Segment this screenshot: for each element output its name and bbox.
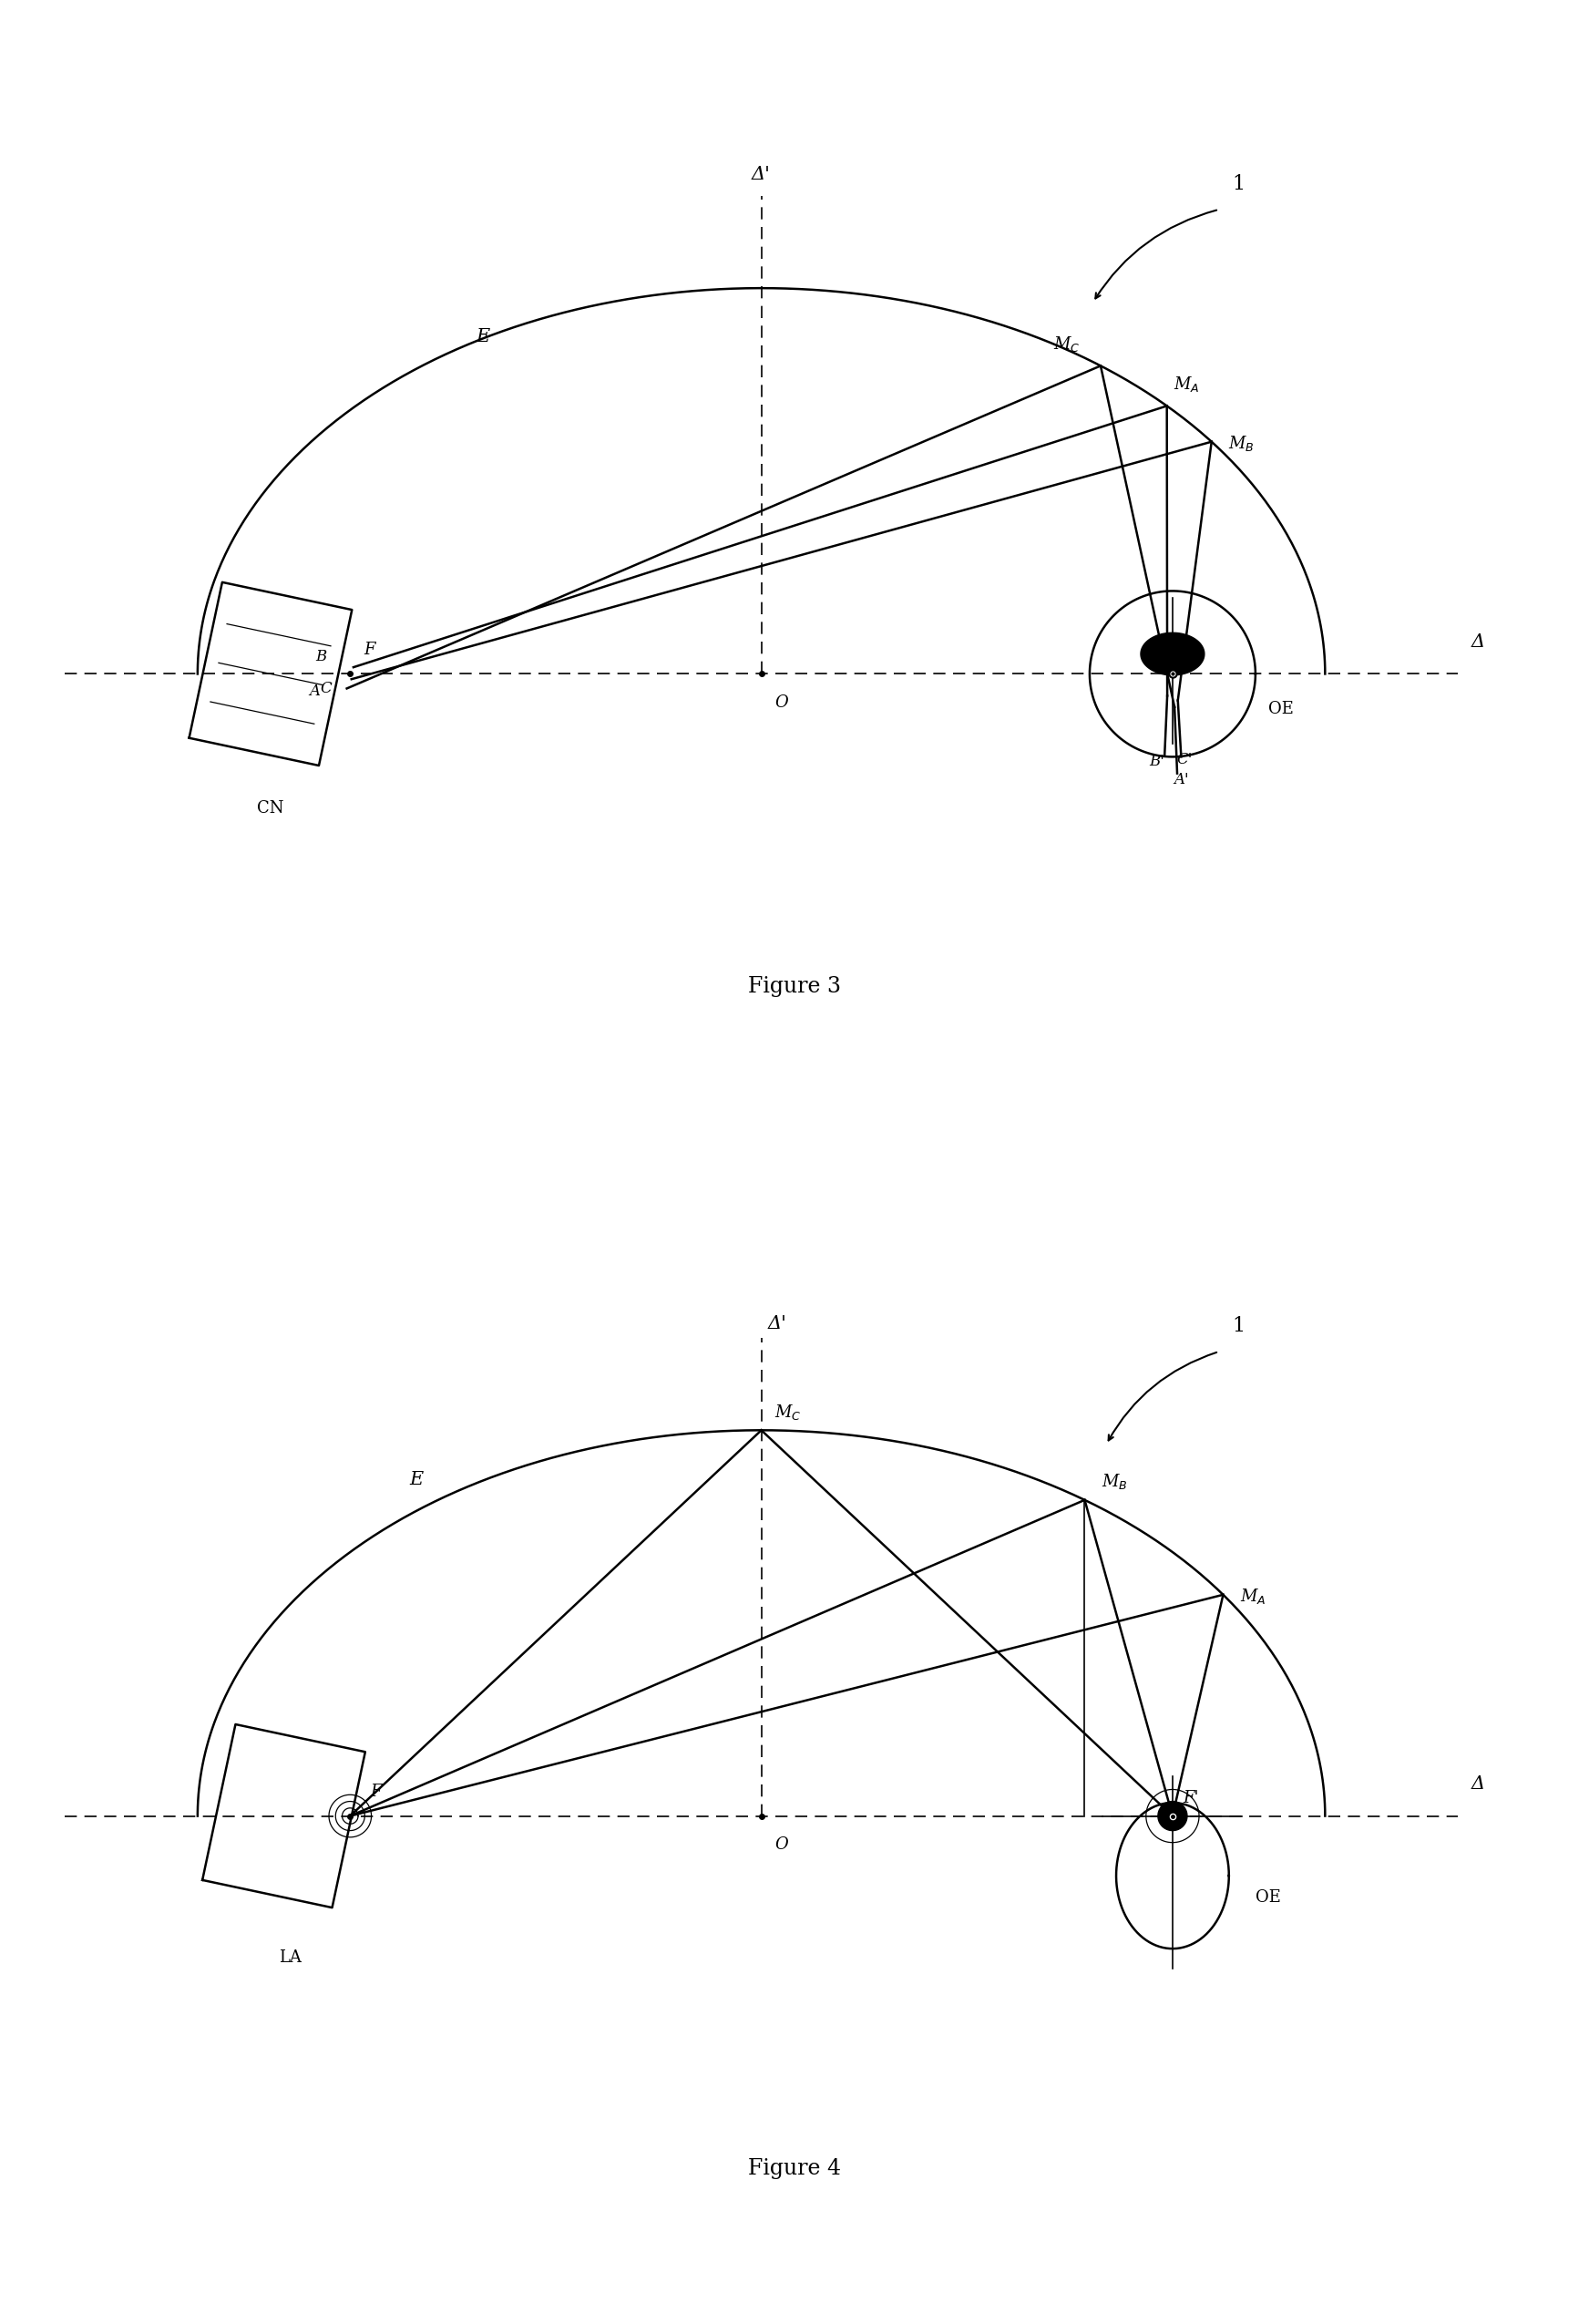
Text: CN: CN <box>257 799 284 816</box>
Text: M$_C$: M$_C$ <box>774 1401 801 1422</box>
Text: M$_A$: M$_A$ <box>1239 1587 1266 1606</box>
Text: LA: LA <box>280 1950 302 1966</box>
Text: 1: 1 <box>1233 1315 1246 1336</box>
Text: Figure 4: Figure 4 <box>748 2157 841 2180</box>
Text: O: O <box>774 695 788 711</box>
Text: M$_B$: M$_B$ <box>1101 1471 1128 1492</box>
Text: M$_B$: M$_B$ <box>1228 435 1254 453</box>
Polygon shape <box>1141 632 1204 676</box>
Text: O: O <box>774 1836 788 1852</box>
Text: Δ: Δ <box>1471 1776 1484 1794</box>
Text: C: C <box>319 681 332 697</box>
Text: B': B' <box>1149 753 1165 769</box>
Text: M$_C$: M$_C$ <box>1054 335 1081 353</box>
Text: M$_A$: M$_A$ <box>1174 374 1200 393</box>
Text: Δ: Δ <box>1471 634 1484 651</box>
Text: 1: 1 <box>1233 174 1246 195</box>
Polygon shape <box>1158 1801 1187 1831</box>
Text: OE: OE <box>1255 1889 1281 1906</box>
Text: A: A <box>310 683 321 700</box>
Text: E: E <box>410 1471 423 1487</box>
Text: F': F' <box>1182 648 1198 665</box>
Text: OE: OE <box>1268 702 1293 718</box>
Text: F: F <box>364 641 375 658</box>
Text: Δ': Δ' <box>767 1315 787 1332</box>
Text: C': C' <box>1176 751 1192 767</box>
Text: F': F' <box>1182 1789 1198 1806</box>
Text: A': A' <box>1174 772 1189 788</box>
Text: F: F <box>370 1783 381 1799</box>
Text: Δ': Δ' <box>752 165 771 184</box>
Text: E: E <box>475 328 489 346</box>
Text: B: B <box>316 648 327 665</box>
Text: Figure 3: Figure 3 <box>748 976 841 997</box>
